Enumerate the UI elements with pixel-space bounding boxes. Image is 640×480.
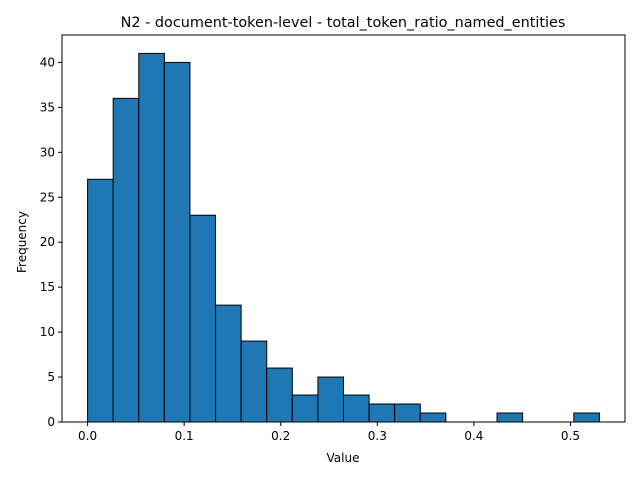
chart-title: N2 - document-token-level - total_token_… xyxy=(121,15,566,31)
histogram-bar xyxy=(266,367,293,423)
histogram-bar xyxy=(112,97,140,423)
y-axis-label: Frequency xyxy=(15,211,29,273)
histogram-bar xyxy=(240,340,268,423)
histogram-bar xyxy=(419,412,447,423)
x-tick-label: 0.5 xyxy=(561,429,580,443)
x-axis-label: Value xyxy=(327,451,360,465)
y-tick-label: 15 xyxy=(40,280,55,294)
histogram-bar xyxy=(291,394,319,423)
x-tick-label: 0.3 xyxy=(368,429,387,443)
y-tick-label: 35 xyxy=(40,100,55,114)
x-tick-label: 0.1 xyxy=(175,429,194,443)
plot-frame xyxy=(61,34,626,423)
x-tick-label: 0.4 xyxy=(464,429,483,443)
y-tick-label: 20 xyxy=(40,235,55,249)
x-tick-label: 0.2 xyxy=(271,429,290,443)
histogram-bar xyxy=(87,178,114,423)
histogram-bar xyxy=(573,412,600,423)
y-tick-label: 5 xyxy=(47,370,55,384)
histogram-bar xyxy=(343,394,370,423)
y-axis-ticks: 0 5 10 15 20 25 30 35 40 xyxy=(40,55,62,429)
y-tick-label: 25 xyxy=(40,190,55,204)
histogram-bar xyxy=(496,412,524,423)
histogram-bar xyxy=(138,52,165,423)
histogram-bar xyxy=(394,403,421,423)
histogram-bar xyxy=(368,403,396,423)
y-tick-label: 10 xyxy=(40,325,55,339)
x-axis-ticks: 0.0 0.1 0.2 0.3 0.4 0.5 xyxy=(78,422,580,443)
x-tick-label: 0.0 xyxy=(78,429,97,443)
y-tick-label: 40 xyxy=(40,55,55,69)
histogram-bar xyxy=(189,214,217,423)
y-tick-label: 0 xyxy=(47,415,55,429)
y-tick-label: 30 xyxy=(40,145,55,159)
histogram-bar xyxy=(215,304,242,423)
histogram-bar xyxy=(317,376,344,423)
histogram-bar xyxy=(163,61,191,423)
bars-group xyxy=(87,52,600,423)
